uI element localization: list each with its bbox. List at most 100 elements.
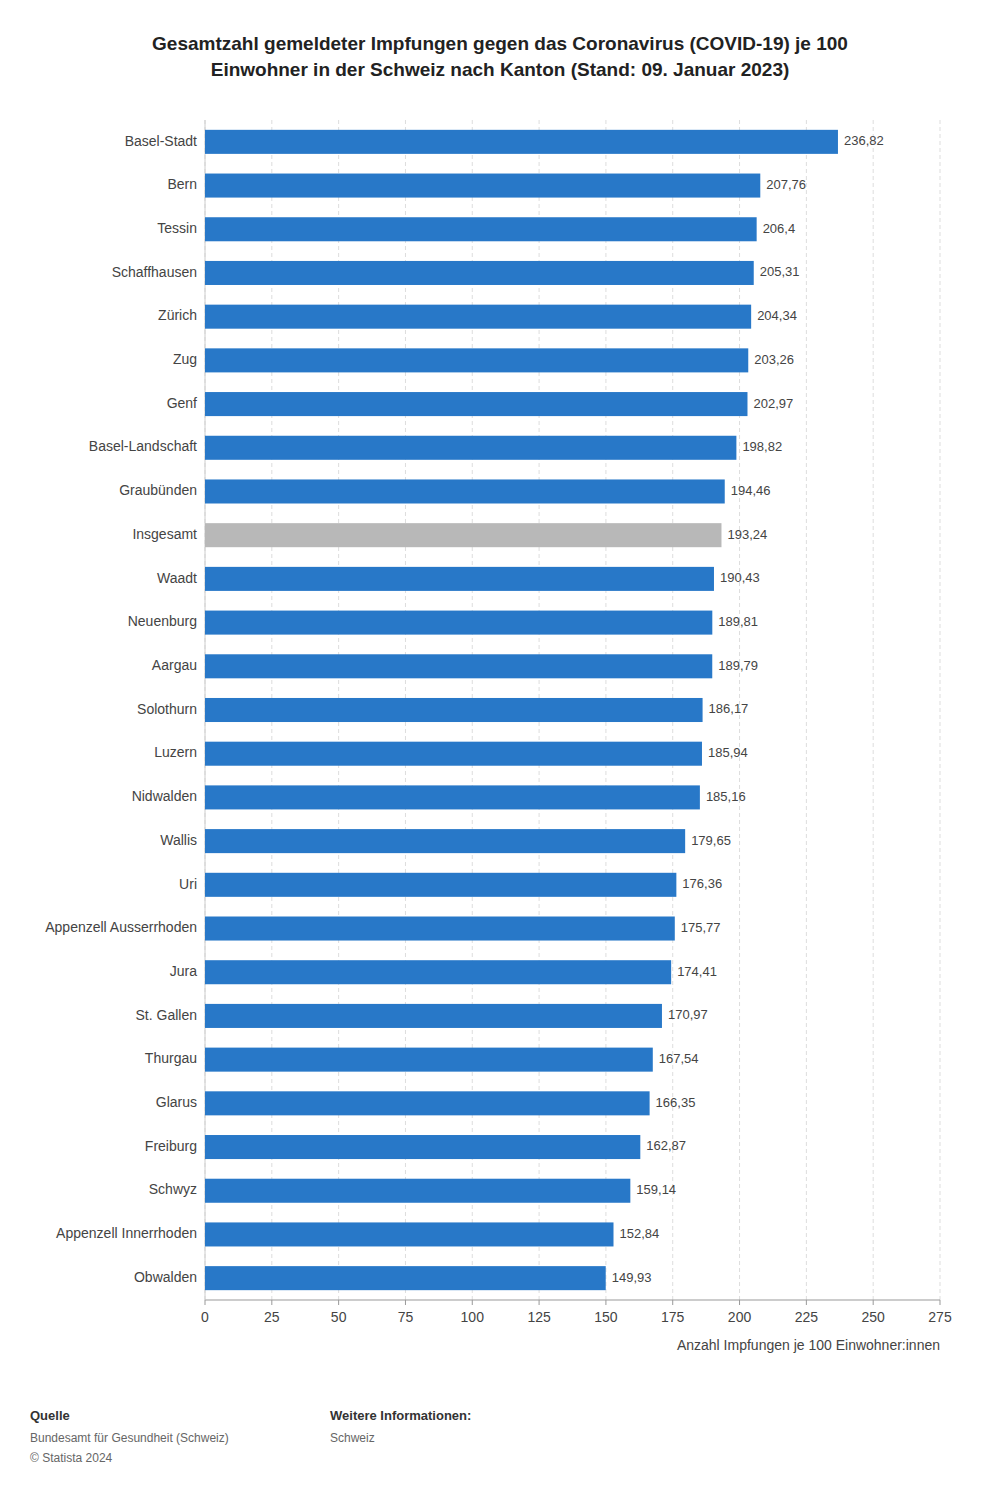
tick-mark — [739, 1300, 740, 1305]
data-label: 186,17 — [709, 701, 749, 716]
tick-mark — [205, 1300, 206, 1305]
data-label: 236,82 — [844, 133, 884, 148]
labels: Basel-Stadt 236,82 Bern 207,76 Tessin 206,4 Sc… — [45, 133, 884, 1285]
data-label: 189,81 — [718, 614, 758, 629]
grid-line — [873, 120, 874, 1300]
bar — [205, 1135, 640, 1159]
category-label: Uri — [179, 876, 197, 892]
bar — [205, 917, 675, 941]
tick-label: 25 — [264, 1309, 280, 1325]
bar — [205, 261, 754, 285]
category-label: Solothurn — [137, 701, 197, 717]
data-label: 166,35 — [656, 1095, 696, 1110]
data-label: 185,16 — [706, 789, 746, 804]
title-line: Einwohner in der Schweiz nach Kanton (St… — [211, 59, 790, 80]
x-axis-label: Anzahl Impfungen je 100 Einwohner:innen — [677, 1337, 940, 1353]
category-label: Schwyz — [149, 1181, 197, 1197]
category-label: Basel-Stadt — [125, 133, 197, 149]
data-label: 198,82 — [742, 439, 782, 454]
annotation: © Statista 2024 — [30, 1451, 113, 1465]
category-label: Aargau — [152, 657, 197, 673]
tick-mark — [940, 1300, 941, 1305]
tick-label: 150 — [594, 1309, 618, 1325]
category-label: Luzern — [154, 744, 197, 760]
data-label: 185,94 — [708, 745, 748, 760]
data-label: 202,97 — [753, 396, 793, 411]
tick-mark — [405, 1300, 406, 1305]
data-label: 205,31 — [760, 264, 800, 279]
bar — [205, 785, 700, 809]
bar — [205, 873, 676, 897]
tick-mark — [539, 1300, 540, 1305]
data-label: 189,79 — [718, 658, 758, 673]
bar — [205, 1222, 613, 1246]
tick-mark — [338, 1300, 339, 1305]
category-label: Insgesamt — [132, 526, 197, 542]
annotation: Bundesamt für Gesundheit (Schweiz) — [30, 1431, 229, 1445]
grid — [205, 120, 940, 1300]
data-label: 207,76 — [766, 177, 806, 192]
category-label: St. Gallen — [136, 1007, 197, 1023]
category-label: Zug — [173, 351, 197, 367]
tick-label: 0 — [201, 1309, 209, 1325]
bar — [205, 174, 760, 198]
bar — [205, 1266, 606, 1290]
data-label: 174,41 — [677, 964, 717, 979]
bar — [205, 305, 751, 329]
category-label: Waadt — [157, 570, 197, 586]
category-label: Wallis — [160, 832, 197, 848]
data-label: 190,43 — [720, 570, 760, 585]
tick-label: 275 — [928, 1309, 952, 1325]
bar — [205, 654, 712, 678]
category-label: Jura — [170, 963, 197, 979]
category-label: Thurgau — [145, 1050, 197, 1066]
bar — [205, 479, 725, 503]
bar — [205, 1091, 650, 1115]
x-axis: 0255075100125150175200225250275 — [201, 1300, 952, 1325]
tick-mark — [873, 1300, 874, 1305]
tick-mark — [472, 1300, 473, 1305]
category-label: Bern — [167, 176, 197, 192]
tick-label: 200 — [728, 1309, 752, 1325]
data-label: 194,46 — [731, 483, 771, 498]
footer: Quelle Bundesamt für Gesundheit (Schweiz)… — [30, 1408, 471, 1465]
tick-mark — [271, 1300, 272, 1305]
grid-line — [940, 120, 941, 1300]
data-label: 162,87 — [646, 1138, 686, 1153]
bar — [205, 742, 702, 766]
data-label: 204,34 — [757, 308, 797, 323]
tick-label: 225 — [795, 1309, 819, 1325]
category-label: Neuenburg — [128, 613, 197, 629]
data-label: 193,24 — [727, 527, 767, 542]
page: {"chart_data": { "type": "bar", "orienta… — [0, 0, 1000, 1512]
x-axis-line — [205, 1300, 940, 1301]
annotation: Quelle — [30, 1408, 70, 1423]
annotation: Schweiz — [330, 1431, 375, 1445]
tick-label: 100 — [461, 1309, 485, 1325]
category-label: Glarus — [156, 1094, 197, 1110]
bar — [205, 1004, 662, 1028]
category-label: Obwalden — [134, 1269, 197, 1285]
bar — [205, 829, 685, 853]
title: Gesamtzahl gemeldeter Impfungen gegen da… — [152, 33, 848, 80]
tick-label: 125 — [527, 1309, 551, 1325]
bar — [205, 611, 712, 635]
category-label: Basel-Landschaft — [89, 438, 197, 454]
bar — [205, 130, 838, 154]
category-label: Nidwalden — [132, 788, 197, 804]
tick-label: 250 — [862, 1309, 886, 1325]
data-label: 179,65 — [691, 833, 731, 848]
category-label: Zürich — [158, 307, 197, 323]
bar — [205, 1179, 630, 1203]
bar — [205, 217, 757, 241]
bar — [205, 523, 721, 547]
tick-mark — [672, 1300, 673, 1305]
bar — [205, 1048, 653, 1072]
grid-line — [806, 120, 807, 1300]
bar — [205, 698, 703, 722]
data-label: 206,4 — [763, 221, 796, 236]
data-label: 175,77 — [681, 920, 721, 935]
category-label: Tessin — [157, 220, 197, 236]
bar — [205, 960, 671, 984]
tick-label: 175 — [661, 1309, 685, 1325]
